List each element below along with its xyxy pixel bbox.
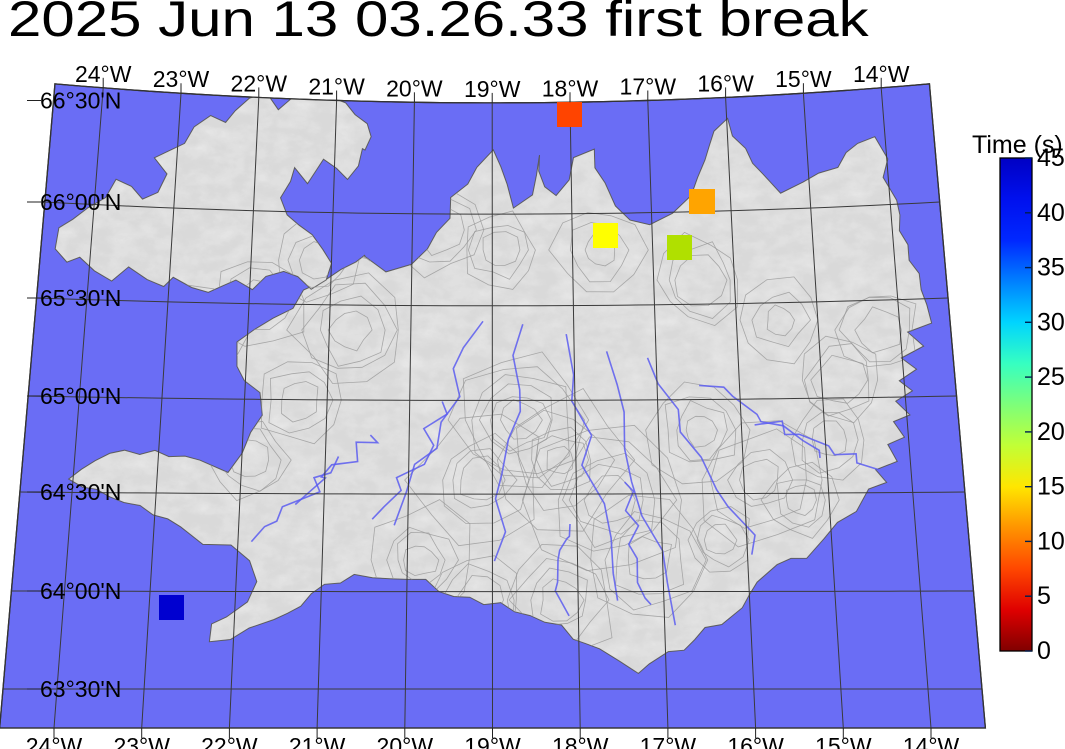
svg-text:63°30'N: 63°30'N — [40, 676, 121, 702]
svg-text:20: 20 — [1037, 418, 1065, 446]
svg-text:64°30'N: 64°30'N — [40, 479, 121, 505]
svg-text:65°00'N: 65°00'N — [40, 383, 121, 409]
svg-text:66°00'N: 66°00'N — [40, 189, 121, 215]
svg-text:5: 5 — [1037, 582, 1051, 610]
svg-text:64°00'N: 64°00'N — [40, 578, 121, 604]
svg-text:35: 35 — [1037, 254, 1065, 282]
svg-text:40: 40 — [1037, 199, 1065, 227]
svg-text:25: 25 — [1037, 363, 1065, 391]
svg-text:66°30'N: 66°30'N — [40, 88, 121, 114]
svg-text:65°30'N: 65°30'N — [40, 285, 121, 311]
svg-text:10: 10 — [1037, 527, 1065, 555]
svg-text:30: 30 — [1037, 308, 1065, 336]
svg-text:Time (s): Time (s) — [972, 131, 1063, 159]
svg-text:0: 0 — [1037, 637, 1051, 665]
svg-text:15: 15 — [1037, 473, 1065, 501]
